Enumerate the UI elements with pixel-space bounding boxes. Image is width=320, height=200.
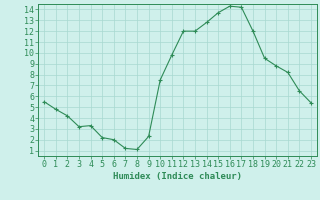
X-axis label: Humidex (Indice chaleur): Humidex (Indice chaleur) xyxy=(113,172,242,181)
